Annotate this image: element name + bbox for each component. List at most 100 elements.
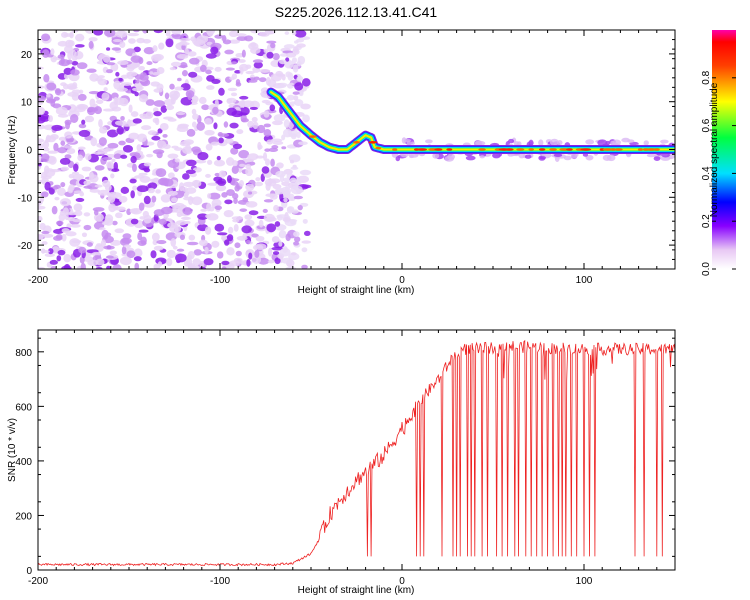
noise-blob <box>153 88 163 93</box>
noise-blob <box>150 250 157 259</box>
noise-blob <box>121 123 133 127</box>
noise-blob <box>231 61 237 65</box>
noise-blob <box>216 232 228 236</box>
noise-blob <box>303 230 311 237</box>
noise-blob <box>167 118 177 122</box>
noise-blob <box>153 245 164 251</box>
noise-blob <box>120 237 130 247</box>
noise-blob <box>206 159 213 165</box>
noise-blob <box>283 119 290 128</box>
noise-blob <box>157 128 163 134</box>
noise-blob <box>293 241 300 246</box>
noise-blob <box>41 241 48 246</box>
noise-blob <box>206 85 215 90</box>
noise-blob <box>63 67 73 75</box>
noise-blob <box>118 77 123 82</box>
noise-blob <box>40 171 48 179</box>
noise-blob <box>135 79 140 84</box>
noise-blob <box>233 223 239 232</box>
noise-blob <box>49 169 61 173</box>
noise-blob <box>137 232 143 241</box>
noise-blob <box>94 165 105 171</box>
noise-blob <box>235 82 242 87</box>
noise-blob <box>193 249 202 256</box>
noise-blob <box>113 153 122 160</box>
noise-blob <box>155 189 161 194</box>
noise-blob <box>214 66 222 72</box>
noise-blob <box>302 114 310 123</box>
noise-blob <box>166 249 176 259</box>
noise-blob <box>245 239 251 244</box>
noise-blob <box>165 30 171 37</box>
noise-blob <box>167 222 178 229</box>
noise-blob <box>58 136 67 142</box>
noise-blob <box>63 33 74 37</box>
noise-blob <box>94 184 103 188</box>
noise-blob <box>213 159 226 167</box>
noise-blob <box>198 96 207 104</box>
noise-blob <box>145 99 155 106</box>
noise-blob <box>175 220 188 226</box>
noise-blob <box>275 187 286 195</box>
noise-blob <box>66 148 76 155</box>
noise-blob <box>120 115 125 121</box>
noise-blob <box>289 177 297 183</box>
noise-blob <box>83 185 93 189</box>
noise-blob <box>120 154 128 159</box>
noise-blob <box>120 74 130 79</box>
noise-blob <box>137 133 147 143</box>
noise-blob <box>76 103 88 110</box>
noise-blob <box>172 245 178 250</box>
ridge-peak <box>602 148 613 151</box>
noise-blob <box>245 163 252 170</box>
noise-blob <box>274 257 281 265</box>
snr-ytick-label: 0 <box>26 566 32 577</box>
noise-blob <box>59 198 72 207</box>
noise-blob <box>147 187 155 194</box>
noise-blob <box>146 61 153 66</box>
noise-blob <box>147 182 158 190</box>
ridge-peak <box>516 148 525 151</box>
noise-blob <box>40 248 46 254</box>
noise-blob <box>197 151 209 161</box>
noise-blob <box>226 234 234 242</box>
noise-blob <box>254 181 264 187</box>
noise-blob <box>218 170 227 178</box>
noise-blob <box>115 30 128 38</box>
noise-blob <box>211 240 220 248</box>
noise-blob <box>245 70 255 75</box>
noise-blob <box>258 219 264 228</box>
noise-blob <box>93 106 102 115</box>
noise-blob <box>38 114 46 124</box>
noise-blob <box>170 61 182 67</box>
noise-blob <box>263 199 274 203</box>
noise-blob <box>221 236 228 240</box>
noise-blob <box>221 266 227 269</box>
noise-blob <box>59 210 66 216</box>
noise-blob <box>271 236 280 243</box>
noise-blob <box>294 30 307 38</box>
noise-blob <box>140 236 147 245</box>
noise-blob <box>65 231 77 237</box>
noise-blob <box>257 144 263 150</box>
noise-blob <box>204 246 209 255</box>
noise-blob <box>120 186 130 194</box>
noise-blob <box>68 173 75 179</box>
noise-blob <box>284 31 290 35</box>
noise-blob <box>105 232 112 237</box>
noise-blob <box>165 104 175 111</box>
noise-blob <box>250 30 259 34</box>
ridge-peak <box>646 148 657 151</box>
noise-blob <box>111 92 119 99</box>
noise-blob <box>236 235 248 241</box>
noise-blob <box>186 257 193 267</box>
noise-blob <box>226 189 235 196</box>
noise-blob <box>38 233 44 241</box>
noise-blob <box>239 95 249 100</box>
noise-blob <box>192 113 199 120</box>
noise-blob <box>245 183 255 191</box>
ridge-halo-blob <box>492 152 501 159</box>
noise-blob <box>163 98 175 106</box>
noise-blob <box>250 42 257 48</box>
